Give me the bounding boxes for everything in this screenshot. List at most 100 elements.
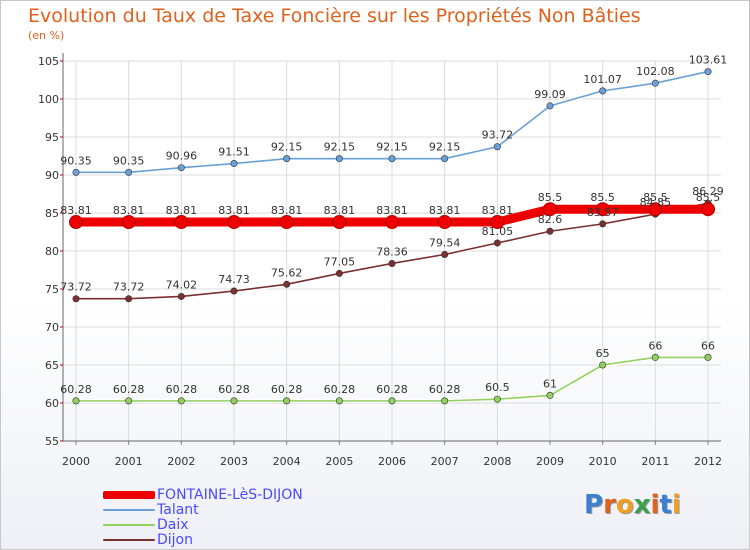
data-point: [595, 202, 610, 217]
y-tick-label: 95: [45, 131, 59, 144]
legend-swatch: [103, 508, 155, 511]
data-label: 84.85: [640, 196, 672, 209]
legend-label: Daix: [157, 516, 189, 533]
data-point: [546, 102, 554, 110]
data-point: [283, 397, 291, 405]
legend-label: Talant: [157, 501, 199, 518]
data-point: [72, 295, 80, 303]
logo-letter: P: [584, 490, 604, 520]
unit-label: (en %): [28, 29, 65, 42]
legend-item: Dijon: [103, 532, 303, 547]
legend-item: Daix: [103, 517, 303, 532]
data-point: [437, 215, 452, 230]
data-point: [230, 287, 238, 295]
data-point: [174, 215, 189, 230]
data-label: 83.81: [113, 204, 145, 217]
legend-item: FONTAINE-LèS-DIJON: [103, 487, 303, 502]
data-point: [388, 259, 396, 267]
data-point: [227, 215, 241, 230]
legend-swatch: [103, 490, 155, 499]
data-point: [704, 68, 712, 76]
data-label: 102.08: [636, 65, 675, 78]
legend-swatch: [103, 538, 155, 541]
y-tick-label: 105: [38, 55, 59, 68]
data-label: 60.28: [324, 383, 356, 396]
data-label: 60.28: [60, 383, 92, 396]
logo-letter: o: [615, 490, 634, 520]
data-point: [335, 155, 343, 163]
data-point: [283, 280, 291, 288]
x-tick-label: 2007: [431, 455, 459, 468]
data-label: 60.28: [376, 383, 408, 396]
data-point: [599, 361, 607, 369]
data-point: [385, 215, 399, 230]
data-point: [441, 155, 449, 163]
data-point: [69, 215, 83, 230]
data-label: 60.28: [429, 383, 461, 396]
x-tick-label: 2012: [694, 455, 722, 468]
data-label: 86.29: [692, 185, 724, 198]
legend: FONTAINE-LèS-DIJON Talant Daix Dijon: [103, 487, 303, 547]
data-label: 74.02: [166, 278, 198, 291]
data-point: [283, 155, 291, 163]
x-tick-label: 2004: [273, 455, 301, 468]
data-point: [125, 168, 133, 176]
data-label: 65: [596, 347, 610, 360]
x-tick-label: 2001: [115, 455, 143, 468]
y-tick-label: 90: [45, 169, 59, 182]
data-label: 101.07: [583, 73, 622, 86]
data-point: [177, 397, 185, 405]
data-point: [493, 395, 501, 403]
data-label: 81.05: [482, 225, 514, 238]
y-tick-label: 75: [45, 283, 59, 296]
data-label: 90.96: [166, 150, 198, 163]
data-label: 60.28: [113, 383, 145, 396]
y-tick-label: 80: [45, 245, 59, 258]
proxiti-logo: Proxiti: [584, 490, 681, 520]
data-point: [599, 87, 607, 95]
data-label: 82.6: [538, 213, 563, 226]
data-point: [335, 397, 343, 405]
data-label: 73.72: [60, 281, 92, 294]
data-point: [701, 202, 715, 217]
data-point: [388, 397, 396, 405]
series-layer: [69, 68, 715, 405]
data-label: 78.36: [376, 245, 408, 258]
data-label: 61: [543, 377, 557, 390]
data-label: 60.28: [166, 383, 198, 396]
data-label: 92.15: [376, 141, 408, 154]
data-point: [493, 143, 501, 151]
x-tick-label: 2010: [589, 455, 617, 468]
axes: 55 60 65 70 75 80 85 90 95 100 105 2000 2001 2002 2003…: [38, 53, 722, 468]
data-point: [230, 397, 238, 405]
data-point: [704, 353, 712, 361]
data-label: 83.81: [60, 204, 92, 217]
data-label: 83.81: [166, 204, 198, 217]
data-point: [72, 168, 80, 176]
data-label: 91.51: [218, 146, 250, 159]
data-label: 66: [648, 339, 662, 352]
data-point: [230, 160, 238, 168]
data-label: 85.5: [643, 191, 668, 204]
data-label: 79.54: [429, 236, 461, 249]
x-tick-label: 2011: [641, 455, 669, 468]
y-tick-label: 65: [45, 359, 59, 372]
data-label: 74.73: [218, 273, 250, 286]
legend-item: Talant: [103, 502, 303, 517]
data-label: 85.5: [538, 191, 563, 204]
logo-letter: i: [650, 490, 660, 520]
data-point: [125, 295, 133, 303]
x-tick-label: 2006: [378, 455, 406, 468]
data-point: [546, 227, 554, 235]
data-point: [335, 269, 343, 277]
logo-letter: i: [671, 490, 681, 520]
logo-letter: r: [603, 490, 616, 520]
data-label: 73.72: [113, 281, 145, 294]
data-label: 99.09: [534, 88, 566, 101]
x-tick-label: 2002: [167, 455, 195, 468]
data-point: [177, 292, 185, 300]
data-point: [648, 202, 663, 217]
data-point: [543, 202, 557, 217]
